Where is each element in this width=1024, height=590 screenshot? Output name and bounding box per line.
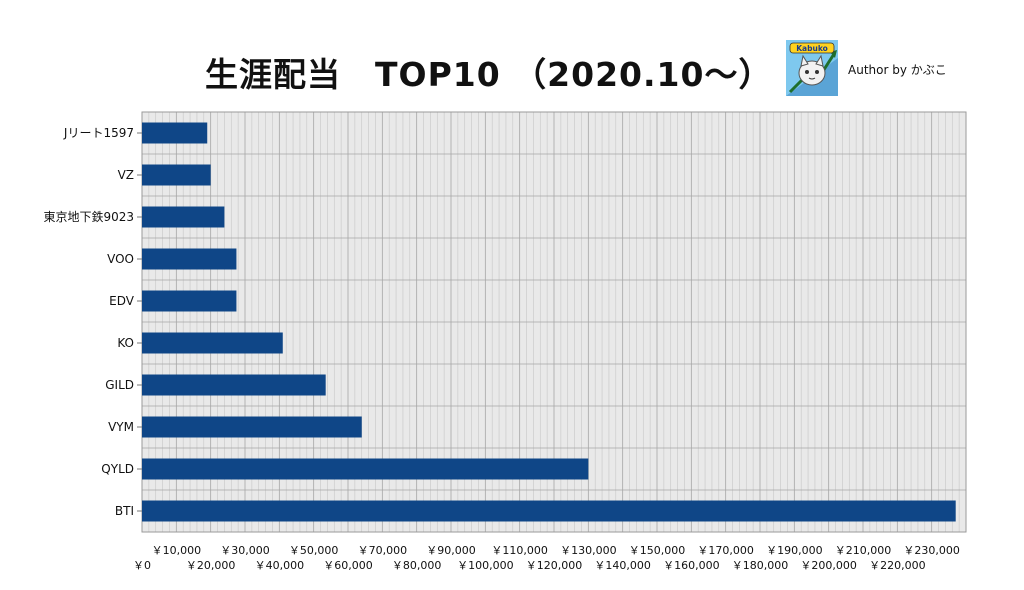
bar-7 [142, 416, 362, 438]
x-tick-label: ￥60,000 [323, 559, 373, 572]
cat-mascot-logo: Kabuko [786, 40, 838, 96]
category-label: KO [117, 336, 134, 350]
x-tick-label: ￥20,000 [186, 559, 236, 572]
x-tick-label: ￥10,000 [152, 544, 202, 557]
x-tick-label: ￥70,000 [358, 544, 408, 557]
bar-8 [142, 458, 589, 480]
x-tick-label: ￥220,000 [869, 559, 926, 572]
x-tick-label: ￥190,000 [766, 544, 823, 557]
x-tick-label: ￥210,000 [835, 544, 892, 557]
category-label: EDV [109, 294, 135, 308]
category-label: 東京地下鉄9023 [43, 209, 134, 224]
bar-4 [142, 290, 237, 312]
x-tick-label: ￥150,000 [629, 544, 686, 557]
x-tick-label: ￥170,000 [697, 544, 754, 557]
category-label: VYM [108, 420, 134, 434]
bar-6 [142, 374, 326, 396]
bar-0 [142, 122, 208, 144]
x-tick-label: ￥140,000 [594, 559, 651, 572]
category-label: VZ [118, 168, 134, 182]
x-tick-label: ￥100,000 [457, 559, 514, 572]
x-tick-label: ￥50,000 [289, 544, 339, 557]
x-tick-label: ￥120,000 [526, 559, 583, 572]
x-tick-label: ￥30,000 [220, 544, 270, 557]
category-label: QYLD [101, 462, 134, 476]
logo-text: Kabuko [796, 44, 828, 53]
x-tick-label: ￥80,000 [392, 559, 442, 572]
x-tick-label: ￥180,000 [732, 559, 789, 572]
x-tick-label: ￥230,000 [903, 544, 960, 557]
bar-1 [142, 164, 211, 186]
chart-title: 生涯配当 TOP10 （2020.10～） [205, 55, 773, 94]
x-tick-label: ￥90,000 [426, 544, 476, 557]
category-label: GILD [105, 378, 134, 392]
x-tick-label: ￥40,000 [255, 559, 305, 572]
bar-5 [142, 332, 283, 354]
bar-9 [142, 500, 956, 522]
bar-2 [142, 206, 225, 228]
category-label: VOO [107, 252, 134, 266]
bar-3 [142, 248, 237, 270]
x-tick-label: ￥0 [133, 559, 151, 572]
plot-border [141, 111, 967, 533]
author-credit: Author by かぶこ [848, 63, 947, 77]
category-label: BTI [115, 504, 134, 518]
x-tick-label: ￥110,000 [491, 544, 548, 557]
category-label: Jリート1597 [63, 126, 134, 140]
x-tick-label: ￥130,000 [560, 544, 617, 557]
x-tick-label: ￥200,000 [800, 559, 857, 572]
x-tick-label: ￥160,000 [663, 559, 720, 572]
